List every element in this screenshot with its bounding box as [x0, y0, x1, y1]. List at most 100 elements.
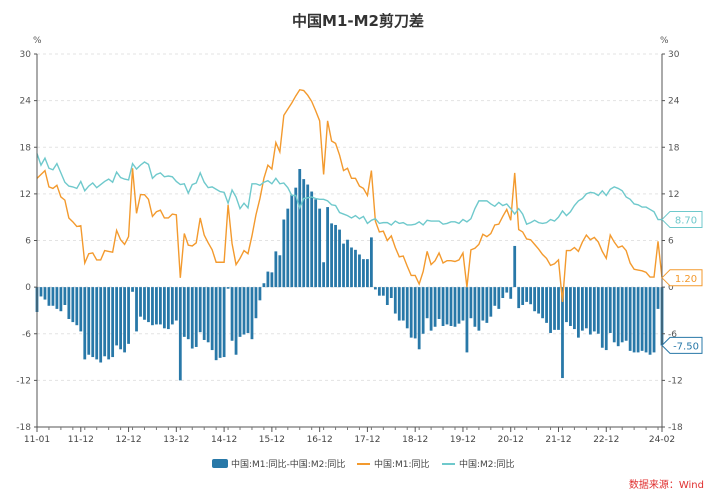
bar-diff [338, 229, 341, 288]
bar-diff [350, 247, 353, 288]
x-tick-label: 12-12 [115, 435, 141, 445]
bar-diff [155, 287, 158, 325]
bar-diff [573, 287, 576, 330]
bar-diff [429, 287, 433, 331]
x-tick-label: 16-12 [307, 435, 333, 445]
x-tick-label: 24-02 [649, 435, 675, 445]
bar-diff [99, 287, 103, 363]
bar-diff [648, 287, 652, 355]
bar-diff [95, 287, 99, 360]
bar-diff [246, 287, 250, 333]
bar-diff [401, 287, 405, 321]
x-tick-label: 13-12 [163, 435, 189, 445]
bar-diff [270, 272, 274, 288]
bar-diff [75, 287, 79, 326]
bar-diff [170, 287, 174, 325]
end-label-value: 8.70 [675, 216, 697, 227]
bar-diff [234, 287, 238, 355]
bar-diff [266, 271, 270, 288]
bar-diff [143, 287, 146, 320]
bar-diff [449, 287, 453, 326]
bar-diff [501, 287, 505, 299]
bar-diff [553, 287, 556, 330]
bar-diff [123, 287, 126, 353]
bar-diff [115, 287, 119, 346]
y-tick-label-right: 24 [668, 97, 680, 107]
bar-diff [485, 287, 489, 323]
bar-diff [51, 287, 55, 306]
bar-diff [469, 287, 473, 319]
bar-diff [119, 287, 122, 350]
bar-diff [151, 287, 154, 326]
bar-diff [425, 287, 429, 319]
bar-diff [457, 287, 461, 324]
legend: 中国:M1:同比-中国:M2:同比 中国:M1:同比 中国:M2:同比 [212, 458, 515, 470]
bar-diff [162, 287, 166, 329]
x-tick-label: 21-12 [545, 435, 571, 445]
end-label-value: -7.50 [673, 341, 699, 352]
bar-diff [194, 287, 198, 347]
bar-diff [131, 287, 134, 292]
bar-diff [628, 287, 632, 351]
bar-diff [366, 259, 369, 288]
x-tick-label: 22-12 [593, 435, 619, 445]
bar-diff [521, 287, 525, 305]
bar-diff [445, 287, 449, 325]
line-m1 [36, 88, 663, 302]
bar-diff [389, 287, 393, 299]
bar-diff [493, 287, 497, 306]
bar-diff [342, 243, 345, 288]
source-note: 数据来源：Wind [629, 478, 704, 491]
bar-diff [461, 287, 465, 321]
x-tick-label: 11-01 [24, 435, 50, 445]
bar-diff [370, 237, 373, 288]
bar-diff [302, 179, 306, 288]
bar-diff [358, 254, 361, 288]
bar-diff [437, 287, 441, 319]
bar-diff [354, 249, 357, 288]
bar-diff [517, 287, 521, 309]
bar-diff [545, 287, 548, 323]
bar-diff [580, 287, 584, 331]
legend-label-m1: 中国:M1:同比 [374, 458, 430, 470]
y-tick-label-left: -6 [22, 330, 31, 340]
y-tick-label-right: -12 [668, 376, 683, 386]
bar-diff [190, 287, 194, 349]
bar-diff [409, 287, 413, 338]
bar-diff [198, 287, 202, 333]
bar-diff [608, 287, 612, 333]
bar-diff [656, 287, 660, 309]
bar-diff [87, 287, 91, 355]
y-tick-label-left: -12 [16, 376, 31, 386]
bar-diff [274, 251, 278, 288]
bar-diff [513, 245, 517, 288]
bar-diff [107, 287, 111, 360]
bar-diff [43, 287, 47, 300]
bar-diff [561, 287, 564, 379]
bar-diff [278, 255, 282, 288]
bar-diff [592, 287, 596, 332]
x-tick-label: 11-12 [68, 435, 94, 445]
bar-diff [652, 287, 656, 353]
bar-diff [230, 287, 234, 341]
bar-diff [497, 287, 501, 309]
bar-diff [509, 287, 513, 299]
y-tick-label-left: 6 [25, 237, 31, 247]
x-tick-label: 20-12 [498, 435, 524, 445]
bar-diff [489, 287, 493, 317]
bar-diff [71, 287, 75, 323]
bar-diff [139, 287, 142, 317]
bar-diff [182, 287, 186, 337]
bar-diff [565, 287, 568, 323]
bar-diff [250, 287, 254, 340]
bar-diff [79, 287, 83, 332]
bar-diff [59, 287, 63, 312]
bar-diff [596, 287, 600, 334]
bar-diff [477, 287, 481, 331]
bar-diff [322, 262, 326, 288]
bar-diff [465, 287, 469, 353]
bar-diff [290, 194, 294, 288]
bar-diff [254, 287, 258, 319]
